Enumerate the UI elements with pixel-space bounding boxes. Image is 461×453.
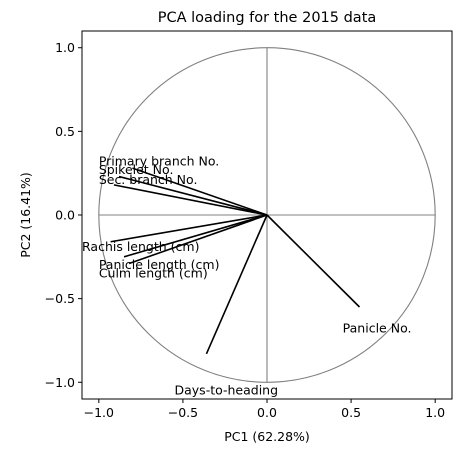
y-axis-label: PC2 (16.41%) (18, 172, 33, 258)
x-tick-label: 0.0 (257, 405, 277, 420)
y-tick-label: 0.5 (55, 124, 75, 139)
loading-vector-rachis-length-cm (110, 214, 268, 243)
loading-vector-primary-branch-no (132, 167, 268, 216)
loading-label-rachis-length-cm: Rachis length (cm) (82, 239, 199, 254)
loading-label-sec-branch-no: Sec. branch No. (99, 172, 198, 187)
loading-vector-culm-length-cm (128, 214, 268, 265)
y-tick-label: −0.5 (45, 291, 75, 306)
y-tick-label: −1.0 (45, 375, 75, 390)
loading-label-days-to-heading: Days-to-heading (175, 383, 279, 398)
loading-label-panicle-no: Panicle No. (343, 321, 412, 336)
loading-label-spikelet-no: Spikelet No. (99, 162, 174, 177)
loading-vector-sec-branch-no (113, 184, 268, 216)
x-tick-label: 1.0 (425, 405, 445, 420)
x-tick-label: 0.5 (341, 405, 361, 420)
y-tick-label: 0.0 (55, 208, 75, 223)
loading-vector-days-to-heading (205, 214, 268, 355)
chart-title: PCA loading for the 2015 data (158, 10, 377, 26)
x-axis-label: PC1 (62.28%) (224, 429, 310, 444)
loading-label-panicle-length-cm: Panicle length (cm) (99, 257, 220, 272)
loading-vector-panicle-no (266, 214, 361, 308)
loading-vector-spikelet-no (118, 175, 268, 216)
loading-vector-panicle-length-cm (123, 214, 268, 258)
x-tick-label: −1.0 (84, 405, 114, 420)
x-tick-label: −0.5 (168, 405, 198, 420)
y-tick-label: 1.0 (55, 40, 75, 55)
loading-label-culm-length-cm: Culm length (cm) (99, 266, 208, 281)
plot-area: Primary branch No.Spikelet No.Sec. branc… (45, 30, 453, 420)
loading-label-primary-branch-no: Primary branch No. (99, 153, 219, 168)
